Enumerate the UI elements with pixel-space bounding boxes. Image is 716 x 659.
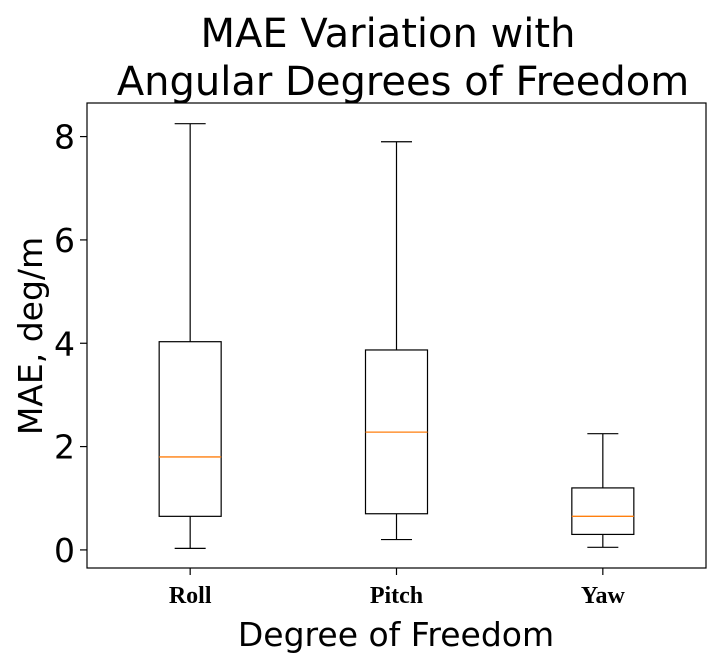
chart-title-line-2: Angular Degrees of Freedom bbox=[117, 59, 689, 105]
box-roll bbox=[158, 123, 222, 549]
y-tick-label: 8 bbox=[54, 118, 75, 157]
x-axis-label: Degree of Freedom bbox=[238, 615, 554, 654]
y-axis: 0 2 4 6 8 bbox=[54, 118, 87, 570]
x-tick-label: Pitch bbox=[370, 583, 423, 609]
iqr-box bbox=[571, 487, 635, 536]
iqr-box bbox=[158, 341, 222, 517]
x-tick-label: Roll bbox=[169, 583, 212, 609]
x-axis: Roll Pitch Yaw bbox=[169, 568, 626, 609]
y-tick-label: 2 bbox=[54, 428, 75, 467]
y-tick-label: 4 bbox=[54, 324, 75, 363]
box-pitch bbox=[364, 141, 429, 541]
y-tick-label: 6 bbox=[54, 221, 75, 260]
y-tick-label: 0 bbox=[54, 531, 75, 570]
chart-title-line-1: MAE Variation with bbox=[201, 11, 576, 57]
box-yaw bbox=[571, 433, 635, 548]
box-series bbox=[158, 123, 635, 549]
x-tick-label: Yaw bbox=[581, 583, 626, 609]
y-axis-label: MAE, deg/m bbox=[11, 237, 50, 435]
